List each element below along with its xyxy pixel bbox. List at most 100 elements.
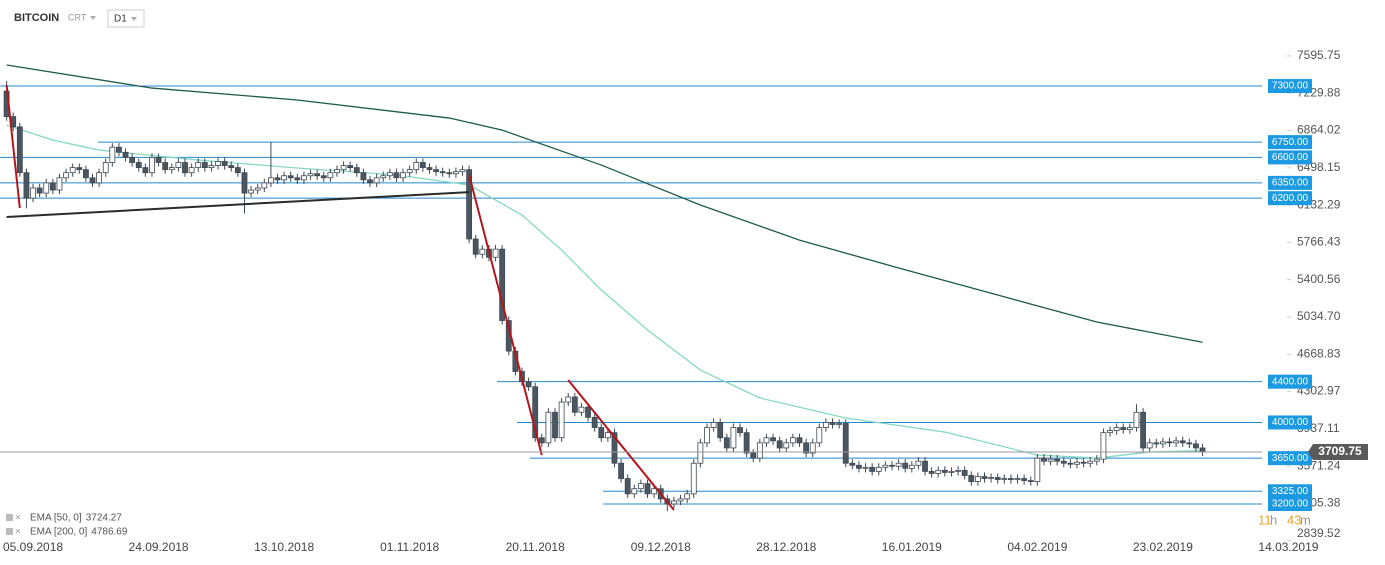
candle-body <box>1107 430 1113 434</box>
candle-body <box>974 476 981 482</box>
candle-body <box>604 432 611 439</box>
y-tick-label: 5034.70 <box>1297 309 1341 323</box>
candle-body <box>809 442 816 454</box>
x-tick-label: 01.11.2018 <box>380 540 439 554</box>
candle-body <box>479 248 486 255</box>
candle-body <box>294 177 301 181</box>
candle-body <box>281 175 288 181</box>
candle-body <box>1021 478 1028 481</box>
candle-body <box>1001 478 1008 480</box>
candle-body <box>842 423 849 464</box>
candle-body <box>195 162 202 168</box>
candle-body <box>776 440 783 449</box>
candle-body <box>1146 442 1153 449</box>
candle-body <box>545 411 552 444</box>
candle-body <box>287 175 294 179</box>
candle-body <box>829 422 836 425</box>
candle-body <box>122 151 129 158</box>
candle-body <box>571 396 578 413</box>
candle-body <box>690 462 697 495</box>
candle-body <box>360 172 367 181</box>
y-tick-label: 7595.75 <box>1297 48 1341 62</box>
candle-body <box>446 172 453 175</box>
legend-icon <box>6 528 13 535</box>
x-tick-label: 04.02.2019 <box>1007 540 1067 554</box>
candle-body <box>1067 462 1074 465</box>
level-label: 6750.00 <box>1272 137 1309 148</box>
candle-body <box>671 500 677 505</box>
legend-close: × <box>15 513 21 524</box>
candle-body <box>102 162 109 174</box>
last-price-box <box>1308 444 1368 461</box>
trendline <box>468 174 543 456</box>
candle-body <box>149 157 155 174</box>
candle-body <box>347 165 354 168</box>
trendline <box>6 191 470 219</box>
candle-body <box>1153 442 1160 445</box>
candle-body <box>439 171 446 174</box>
candle-body <box>1041 457 1047 462</box>
candle-body <box>201 162 208 168</box>
candle-body <box>393 172 400 179</box>
candle-body <box>109 146 116 163</box>
candle-body <box>1166 441 1173 444</box>
candle-body <box>208 165 215 168</box>
candle-body <box>631 488 638 495</box>
y-tick-label: 5400.56 <box>1297 272 1341 286</box>
candle-body <box>89 177 96 184</box>
candle-body <box>618 462 624 479</box>
candle-body <box>1047 458 1054 462</box>
candle-body <box>1193 443 1199 449</box>
candle-body <box>1140 411 1146 449</box>
legend-name: EMA [50, 0] <box>30 513 82 524</box>
dropdown-arrow[interactable] <box>90 16 96 20</box>
candle-body <box>836 423 843 425</box>
candle-body <box>1027 480 1034 482</box>
candle-body <box>261 182 268 189</box>
candle-body <box>928 470 935 474</box>
x-tick-label: 13.10.2018 <box>254 540 314 554</box>
candle-body <box>248 189 254 194</box>
countdown-hours: 11 <box>1258 512 1272 527</box>
symbol[interactable]: BITCOIN <box>14 12 59 24</box>
level-label-box <box>1268 191 1312 206</box>
candle-body <box>644 483 651 495</box>
level-label-box <box>1268 150 1312 165</box>
timeframe-box[interactable] <box>107 9 145 28</box>
candle-body <box>1060 460 1067 464</box>
x-tick-label: 20.11.2018 <box>506 540 565 554</box>
level-label: 4400.00 <box>1272 376 1309 387</box>
last-price-label: 3709.75 <box>1318 444 1362 458</box>
candle-body <box>981 476 988 479</box>
candle-body <box>320 175 327 179</box>
candle-body <box>723 437 730 449</box>
candle-body <box>367 179 373 184</box>
candle-body <box>472 238 479 255</box>
candle-body <box>129 157 136 163</box>
candle-body <box>717 422 724 439</box>
candle-body <box>915 460 922 466</box>
candle-body <box>215 161 221 166</box>
level-label: 6200.00 <box>1272 193 1309 204</box>
y-tick-label: 6864.02 <box>1297 123 1341 137</box>
trendline <box>5 84 21 209</box>
candle-body <box>228 165 235 168</box>
candle-body <box>274 177 281 181</box>
candle-body <box>254 187 261 191</box>
account[interactable]: CRT <box>68 12 87 22</box>
timeframe[interactable]: D1 <box>114 14 127 25</box>
candle-body <box>433 169 439 173</box>
candle-body <box>882 464 889 468</box>
level-label: 6350.00 <box>1272 178 1309 189</box>
candle-body <box>234 167 241 174</box>
countdown-h: h <box>1270 512 1277 527</box>
candle-body <box>961 469 968 476</box>
y-tick-label: 4668.83 <box>1297 346 1341 360</box>
candle-body <box>56 177 63 191</box>
candle-body <box>889 464 895 467</box>
candle-body <box>1113 427 1120 432</box>
candle-body <box>756 442 763 459</box>
candle-body <box>1126 427 1133 430</box>
dropdown-arrow[interactable] <box>131 17 137 21</box>
